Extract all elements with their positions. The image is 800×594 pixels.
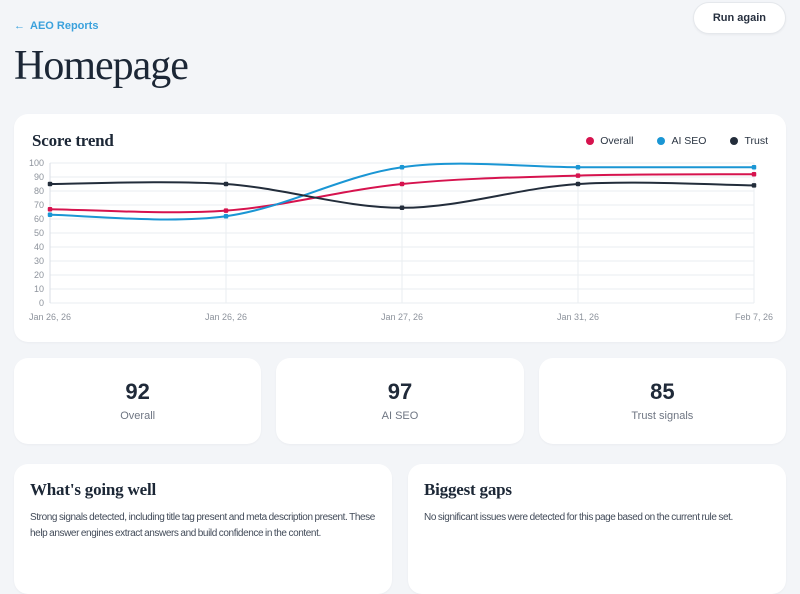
x-tick-label: Feb 7, 26 xyxy=(735,312,773,322)
legend-dot-icon xyxy=(730,137,739,145)
point-marker-overall xyxy=(399,181,405,187)
y-tick-label: 90 xyxy=(34,172,44,182)
x-tick-label: Jan 31, 26 xyxy=(557,312,599,322)
legend-item-trust[interactable]: Trust xyxy=(730,135,768,147)
chart-legend: Overall AI SEO Trust xyxy=(586,135,768,147)
y-tick-label: 50 xyxy=(34,228,44,238)
y-tick-label: 40 xyxy=(34,242,44,252)
point-marker-trust xyxy=(751,183,757,188)
score-trend-chart: 0 10 20 30 40 50 60 70 80 90 100 Jan 26, 26 Jan 26, … xyxy=(29,158,773,322)
score-label: AI SEO xyxy=(381,409,419,422)
insight-cards-row: What's going well Strong signals detecte… xyxy=(14,464,786,594)
point-marker-ai-seo xyxy=(47,212,53,218)
score-cards-row: 92 Overall 97 AI SEO 85 Trust signals xyxy=(14,358,786,444)
legend-dot-icon xyxy=(657,137,666,145)
legend-label: AI SEO xyxy=(671,135,707,147)
x-tick-label: Jan 27, 26 xyxy=(381,312,423,322)
score-card-ai-seo: 97 AI SEO xyxy=(276,358,524,444)
y-tick-label: 60 xyxy=(34,214,44,224)
x-tick-label: Jan 26, 26 xyxy=(29,312,71,322)
point-marker-ai-seo xyxy=(399,164,405,170)
insight-title: What's going well xyxy=(30,480,157,499)
point-marker-trust xyxy=(575,181,581,187)
back-arrow-icon: ← xyxy=(14,20,25,32)
point-marker-trust xyxy=(223,181,229,187)
x-tick-label: Jan 26, 26 xyxy=(205,312,247,322)
point-marker-overall xyxy=(575,173,581,178)
y-tick-label: 70 xyxy=(34,200,44,210)
run-again-button[interactable]: Run again xyxy=(692,2,786,34)
point-marker-ai-seo xyxy=(223,213,229,219)
point-marker-overall xyxy=(47,206,53,212)
y-tick-label: 80 xyxy=(34,186,44,196)
y-tick-label: 10 xyxy=(34,284,44,294)
score-value: 97 xyxy=(387,378,413,404)
legend-item-overall[interactable]: Overall xyxy=(586,135,633,147)
score-value: 92 xyxy=(125,378,150,404)
legend-dot-icon xyxy=(586,137,595,145)
score-label: Overall xyxy=(120,409,156,422)
point-marker-overall xyxy=(223,208,229,213)
y-tick-label: 30 xyxy=(34,256,44,266)
insight-body: Strong signals detected, including title… xyxy=(30,512,375,539)
point-marker-overall xyxy=(751,171,757,177)
legend-label: Overall xyxy=(600,135,634,147)
score-trend-card: Score trend Overall AI SEO Trust 0 10 20 30 40… xyxy=(14,114,786,342)
legend-item-ai-seo[interactable]: AI SEO xyxy=(657,135,706,147)
legend-label: Trust xyxy=(744,135,768,147)
point-marker-ai-seo xyxy=(751,164,757,170)
insight-body: No significant issues were detected for … xyxy=(424,512,733,523)
back-link-label: AEO Reports xyxy=(30,20,99,32)
chart-header: Score trend Overall AI SEO Trust xyxy=(32,130,768,152)
page-header: ← AEO Reports Homepage Run again xyxy=(14,0,786,87)
back-link[interactable]: ← AEO Reports xyxy=(14,20,98,32)
score-value: 85 xyxy=(650,378,675,404)
score-card-overall: 92 Overall xyxy=(14,358,262,444)
page-title: Homepage xyxy=(14,43,189,89)
y-tick-label: 100 xyxy=(29,158,44,168)
chart-title: Score trend xyxy=(32,131,114,150)
point-marker-trust xyxy=(399,205,405,211)
biggest-gaps-card: Biggest gaps No significant issues were … xyxy=(408,464,786,594)
whats-going-well-card: What's going well Strong signals detecte… xyxy=(14,464,392,594)
insight-title: Biggest gaps xyxy=(424,480,512,499)
y-tick-label: 0 xyxy=(39,298,44,308)
score-card-trust-signals: 85 Trust signals xyxy=(538,358,786,444)
y-tick-label: 20 xyxy=(34,270,44,280)
point-marker-trust xyxy=(47,181,53,187)
score-label: Trust signals xyxy=(631,409,694,422)
point-marker-ai-seo xyxy=(575,164,581,170)
